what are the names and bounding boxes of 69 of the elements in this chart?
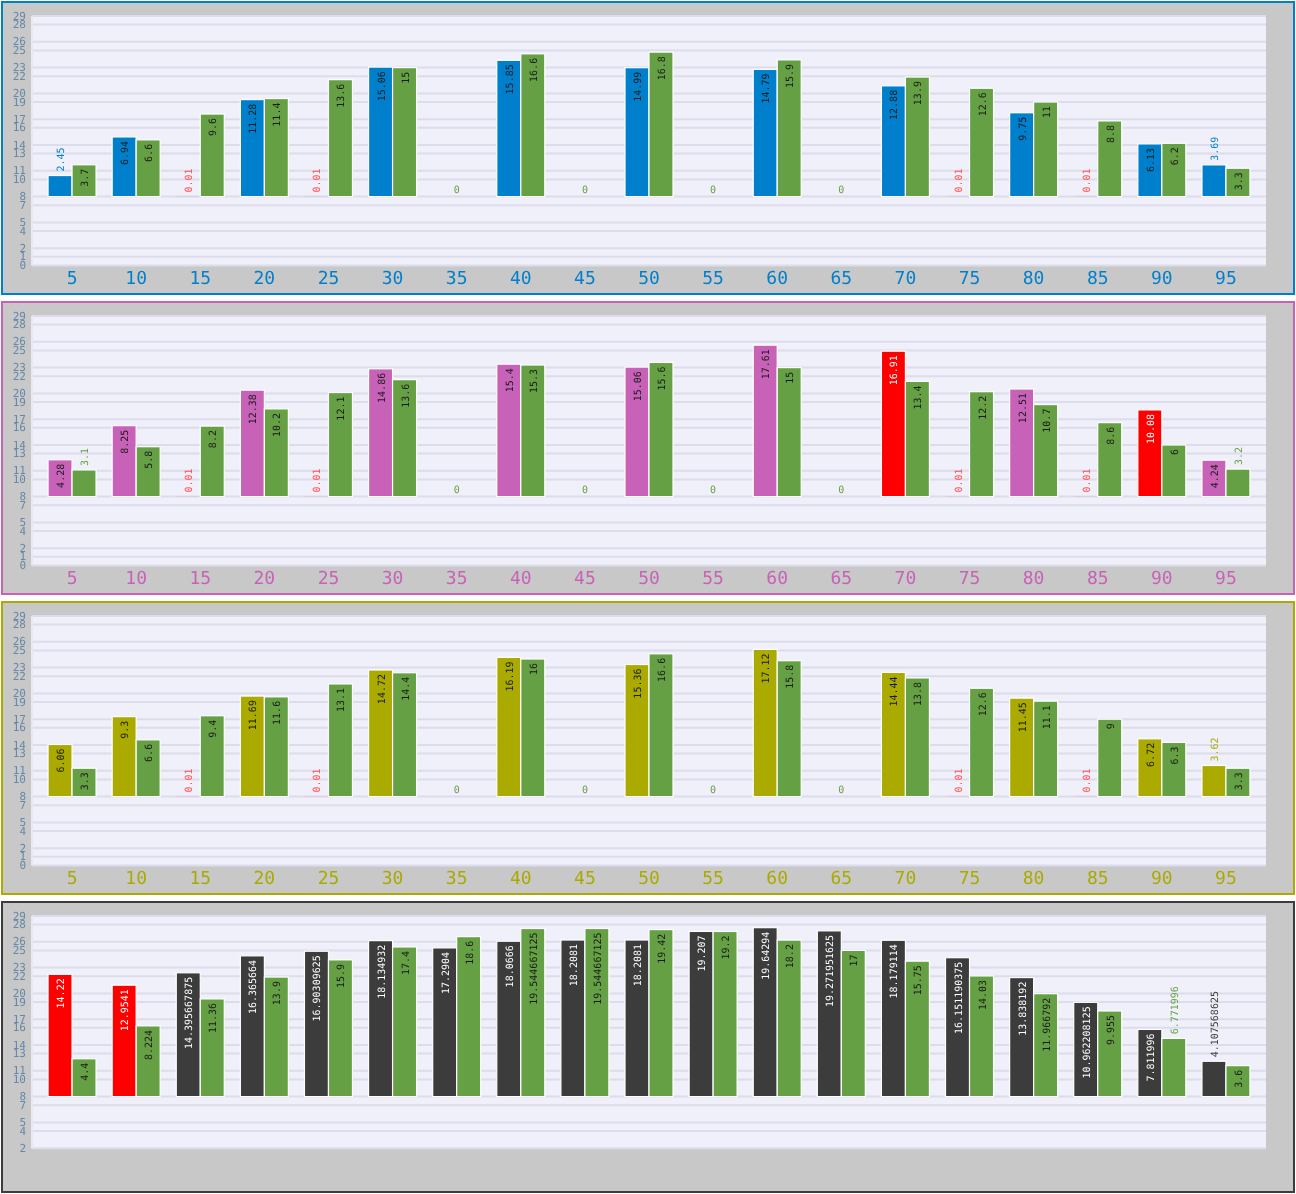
x-tick-label: 25 <box>317 570 340 591</box>
x-tick-label: 35 <box>445 270 468 291</box>
x-tick-label: 90 <box>1151 870 1173 891</box>
x-tick-label: 15 <box>189 270 212 291</box>
x-tick-label: 35 <box>445 570 468 591</box>
x-tick-label: 5 <box>66 270 78 291</box>
x-tick-label: 40 <box>509 870 532 891</box>
x-tick-label: 80 <box>1022 270 1045 291</box>
x-tick-label: 10 <box>125 270 147 291</box>
x-tick-label: 5 <box>66 570 78 591</box>
bar <box>199 715 225 798</box>
bar <box>1097 120 1123 198</box>
bar <box>327 683 354 798</box>
x-tick-label: 85 <box>1086 570 1109 591</box>
x-tick-label: 55 <box>702 270 724 291</box>
x-tick-label: 85 <box>1086 870 1109 891</box>
x-tick-label: 90 <box>1151 570 1173 591</box>
x-tick-label: 45 <box>574 270 596 291</box>
bar <box>968 391 995 498</box>
x-tick-label: 45 <box>574 870 596 891</box>
x-tick-label: 40 <box>509 270 532 291</box>
bar <box>327 79 354 198</box>
bar <box>968 87 995 198</box>
x-tick-label: 20 <box>253 570 276 591</box>
x-tick-label: 95 <box>1215 870 1237 891</box>
x-tick-label: 20 <box>253 270 276 291</box>
x-tick-label: 65 <box>830 870 853 891</box>
x-tick-label: 25 <box>317 270 340 291</box>
bar <box>327 391 354 498</box>
x-tick-label: 60 <box>766 870 789 891</box>
x-tick-label: 65 <box>830 570 853 591</box>
x-tick-label: 75 <box>958 570 981 591</box>
x-tick-label: 15 <box>189 870 212 891</box>
bar <box>968 687 995 798</box>
x-tick-label: 30 <box>381 570 404 591</box>
x-tick-label: 55 <box>702 570 724 591</box>
x-tick-label: 95 <box>1215 570 1237 591</box>
x-tick-label: 70 <box>894 570 917 591</box>
x-tick-label: 10 <box>125 870 147 891</box>
bar <box>1097 422 1123 498</box>
x-tick-label: 85 <box>1086 270 1109 291</box>
x-tick-label: 40 <box>509 570 532 591</box>
x-tick-label: 75 <box>958 870 981 891</box>
x-tick-label: 75 <box>958 270 981 291</box>
bar <box>199 425 225 498</box>
x-tick-label: 30 <box>381 270 404 291</box>
x-tick-label: 25 <box>317 870 340 891</box>
x-tick-label: 60 <box>766 270 789 291</box>
x-tick-label: 5 <box>66 870 78 891</box>
x-tick-label: 50 <box>638 570 660 591</box>
x-tick-label: 70 <box>894 870 917 891</box>
x-tick-label: 50 <box>638 870 660 891</box>
bar <box>1097 718 1123 798</box>
x-tick-label: 70 <box>894 270 917 291</box>
x-tick-label: 80 <box>1022 570 1045 591</box>
x-tick-label: 30 <box>381 870 404 891</box>
x-tick-label: 65 <box>830 270 853 291</box>
bar <box>199 113 225 198</box>
x-tick-label: 50 <box>638 270 660 291</box>
x-tick-label: 10 <box>125 570 147 591</box>
x-tick-label: 45 <box>574 570 596 591</box>
x-tick-label: 35 <box>445 870 468 891</box>
x-tick-label: 15 <box>189 570 212 591</box>
x-tick-label: 90 <box>1151 270 1173 291</box>
x-tick-label: 80 <box>1022 870 1045 891</box>
x-tick-label: 55 <box>702 870 724 891</box>
x-tick-label: 95 <box>1215 270 1237 291</box>
x-tick-label: 60 <box>766 570 789 591</box>
x-tick-label: 20 <box>253 870 276 891</box>
